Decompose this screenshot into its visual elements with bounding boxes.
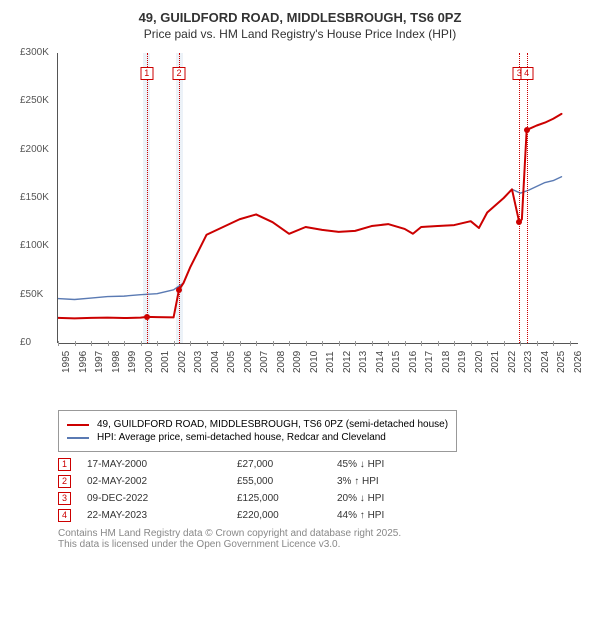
price-chart: £0£50K£100K£150K£200K£250K£300K 1234 199… <box>20 49 580 374</box>
title-line-1: 49, GUILDFORD ROAD, MIDDLESBROUGH, TS6 0… <box>10 10 590 25</box>
x-axis-label: 2000 <box>144 351 155 373</box>
event-price: £55,000 <box>237 476 337 487</box>
x-axis-label: 1997 <box>94 351 105 373</box>
x-axis-label: 2008 <box>276 351 287 373</box>
legend-row: HPI: Average price, semi-detached house,… <box>67 432 448 443</box>
x-axis-label: 2023 <box>523 351 534 373</box>
event-date: 22-MAY-2023 <box>87 510 237 521</box>
event-price: £27,000 <box>237 459 337 470</box>
x-axis-label: 2010 <box>309 351 320 373</box>
event-row: 4 22-MAY-2023£220,00044% ↑ HPI <box>58 509 590 522</box>
event-date: 09-DEC-2022 <box>87 493 237 504</box>
legend: 49, GUILDFORD ROAD, MIDDLESBROUGH, TS6 0… <box>58 410 457 452</box>
y-axis-label: £200K <box>20 144 49 155</box>
x-axis-label: 2017 <box>424 351 435 373</box>
x-axis-label: 2019 <box>457 351 468 373</box>
y-axis-label: £300K <box>20 47 49 58</box>
events-table: 1 17-MAY-2000£27,00045% ↓ HPI 2 02-MAY-2002… <box>58 458 590 522</box>
hpi-line <box>58 177 561 300</box>
x-axis-label: 2025 <box>556 351 567 373</box>
x-axis-label: 1995 <box>61 351 72 373</box>
x-axis-label: 2014 <box>375 351 386 373</box>
chart-svg <box>58 53 578 343</box>
event-date: 17-MAY-2000 <box>87 459 237 470</box>
price-line <box>58 114 561 318</box>
x-axis-label: 1996 <box>78 351 89 373</box>
event-number: 1 <box>58 458 71 471</box>
event-date: 02-MAY-2002 <box>87 476 237 487</box>
x-axis-label: 1998 <box>111 351 122 373</box>
legend-swatch <box>67 437 89 439</box>
x-axis-label: 2011 <box>325 351 336 373</box>
x-axis-label: 2012 <box>342 351 353 373</box>
event-row: 3 09-DEC-2022£125,00020% ↓ HPI <box>58 492 590 505</box>
y-axis-label: £150K <box>20 192 49 203</box>
y-axis-label: £100K <box>20 240 49 251</box>
event-price: £220,000 <box>237 510 337 521</box>
event-direction: 3% ↑ HPI <box>337 476 417 487</box>
event-direction: 20% ↓ HPI <box>337 493 417 504</box>
event-row: 2 02-MAY-2002£55,0003% ↑ HPI <box>58 475 590 488</box>
x-axis-label: 2022 <box>507 351 518 373</box>
footer-line-2: This data is licensed under the Open Gov… <box>58 539 590 550</box>
x-axis-label: 2020 <box>474 351 485 373</box>
x-axis-label: 2026 <box>573 351 584 373</box>
x-axis-label: 2018 <box>441 351 452 373</box>
x-axis-label: 2007 <box>259 351 270 373</box>
sale-point <box>144 314 150 320</box>
y-axis-label: £0 <box>20 337 31 348</box>
legend-label: HPI: Average price, semi-detached house,… <box>97 432 386 443</box>
event-marker: 1 <box>140 67 153 80</box>
x-axis-label: 2013 <box>358 351 369 373</box>
title-line-2: Price paid vs. HM Land Registry's House … <box>10 27 590 41</box>
footer-line-1: Contains HM Land Registry data © Crown c… <box>58 528 590 539</box>
y-axis-label: £250K <box>20 95 49 106</box>
sale-point <box>524 127 530 133</box>
x-axis-label: 2009 <box>292 351 303 373</box>
x-axis-label: 2004 <box>210 351 221 373</box>
legend-label: 49, GUILDFORD ROAD, MIDDLESBROUGH, TS6 0… <box>97 419 448 430</box>
x-axis-label: 1999 <box>127 351 138 373</box>
event-marker: 4 <box>520 67 533 80</box>
x-axis-label: 2015 <box>391 351 402 373</box>
x-axis-label: 2001 <box>160 351 171 373</box>
x-axis-label: 2003 <box>193 351 204 373</box>
event-row: 1 17-MAY-2000£27,00045% ↓ HPI <box>58 458 590 471</box>
x-axis-label: 2002 <box>177 351 188 373</box>
sale-point <box>176 287 182 293</box>
event-direction: 44% ↑ HPI <box>337 510 417 521</box>
event-number: 2 <box>58 475 71 488</box>
event-direction: 45% ↓ HPI <box>337 459 417 470</box>
x-axis-label: 2005 <box>226 351 237 373</box>
plot-area: 1234 <box>58 53 578 343</box>
legend-row: 49, GUILDFORD ROAD, MIDDLESBROUGH, TS6 0… <box>67 419 448 430</box>
y-axis-label: £50K <box>20 289 43 300</box>
event-number: 4 <box>58 509 71 522</box>
event-number: 3 <box>58 492 71 505</box>
legend-swatch <box>67 424 89 426</box>
event-price: £125,000 <box>237 493 337 504</box>
x-axis-label: 2021 <box>490 351 501 373</box>
event-marker: 2 <box>173 67 186 80</box>
x-axis-label: 2024 <box>540 351 551 373</box>
x-axis-label: 2016 <box>408 351 419 373</box>
sale-point <box>516 219 522 225</box>
x-axis-label: 2006 <box>243 351 254 373</box>
